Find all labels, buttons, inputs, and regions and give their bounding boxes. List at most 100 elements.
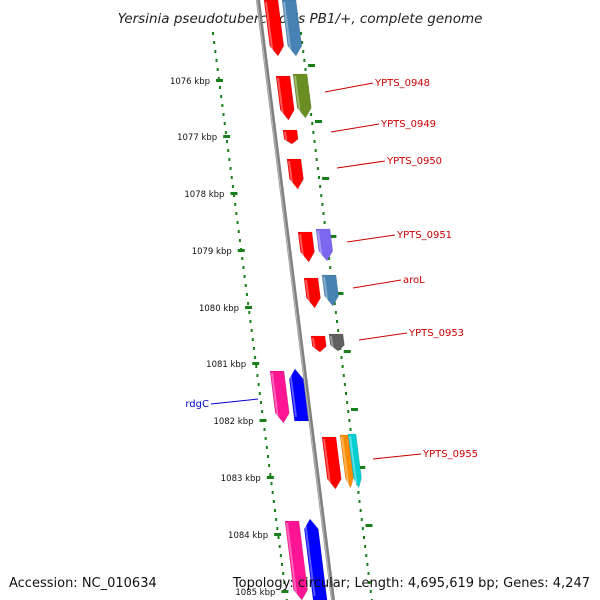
gene-label-ypts-0951[interactable]: YPTS_0951 (396, 230, 452, 241)
track-dot (261, 410, 264, 413)
track-tick (336, 292, 344, 295)
track-dot (276, 527, 279, 530)
track-dot (234, 203, 237, 206)
gene-highlight (323, 438, 331, 486)
track-dot (224, 131, 227, 134)
inner-dotted-track (300, 32, 373, 600)
track-dot (233, 194, 236, 197)
track-dot (275, 518, 278, 521)
topology-label: Topology: circular; Length: 4,695,619 bp… (232, 576, 590, 591)
track-dot (248, 311, 251, 314)
gene-arrow (297, 231, 315, 263)
track-dot (269, 473, 272, 476)
gene-label-ypts-0955[interactable]: YPTS_0955 (422, 449, 478, 460)
gene-arrow (339, 434, 354, 489)
track-dot (231, 185, 234, 188)
gene-leader-line (330, 123, 380, 133)
gene-label-rdgc[interactable]: rdgC (185, 399, 209, 410)
kbp-tick-label: 1083 kbp (221, 474, 261, 484)
track-dot (228, 158, 231, 161)
track-dot (238, 239, 241, 242)
track-dot (214, 50, 217, 53)
track-dot (223, 122, 226, 125)
track-dot (259, 401, 262, 404)
gene-highlight (299, 233, 305, 259)
gene-label-ypts-0950[interactable]: YPTS_0950 (386, 156, 442, 167)
kbp-tick-mark (281, 590, 289, 593)
track-dot (268, 464, 271, 467)
gene-label-ypts-0953[interactable]: YPTS_0953 (408, 328, 464, 339)
track-dot (334, 311, 337, 314)
gene-highlight (283, 1, 292, 53)
gene-leader-line (346, 234, 396, 243)
gene-highlight (271, 372, 279, 420)
track-dot (229, 167, 232, 170)
kbp-tick-label: 1081 kbp (206, 360, 246, 370)
track-dot (237, 230, 240, 233)
track-dot (281, 563, 284, 566)
track-dot (302, 50, 305, 53)
track-dot (358, 500, 361, 503)
track-dot (320, 194, 323, 197)
gene-leader-line (352, 279, 402, 289)
gene-highlight (317, 230, 323, 258)
track-dot (236, 221, 239, 224)
track-dot (222, 113, 225, 116)
track-tick (322, 177, 330, 180)
track-dot (258, 392, 261, 395)
genome-backbone (256, 0, 335, 600)
track-dot (257, 383, 260, 386)
kbp-tick-label: 1082 kbp (213, 417, 253, 427)
gene-highlight (349, 435, 358, 485)
kbp-tick-mark (237, 249, 245, 252)
track-tick (315, 120, 322, 123)
track-dot (323, 221, 326, 224)
gene-highlight (304, 520, 316, 597)
track-dot (359, 509, 362, 512)
track-dot (313, 140, 316, 143)
track-tick (351, 408, 358, 411)
gene-label-arol[interactable]: aroL (403, 275, 425, 286)
gene-features (263, 0, 362, 600)
gene-arrow (275, 75, 295, 121)
track-tick (343, 350, 351, 353)
gene-leader-line (358, 332, 408, 341)
track-tick (308, 64, 315, 67)
gene-highlight (284, 131, 288, 141)
gene-highlight (286, 522, 298, 597)
gene-label-ypts-0948[interactable]: YPTS_0948 (374, 78, 430, 89)
track-dot (336, 320, 338, 323)
kbp-tick-mark (274, 533, 282, 536)
track-dot (212, 32, 214, 35)
gene-highlight (289, 370, 297, 418)
gene-highlight (294, 75, 301, 115)
gene-arrow (310, 335, 327, 353)
track-dot (217, 77, 220, 80)
gene-highlight (277, 77, 284, 117)
track-dot (342, 374, 345, 377)
track-dot (282, 572, 285, 575)
gene-arrow (321, 274, 339, 307)
track-dot (247, 302, 250, 305)
kbp-axis: 1076 kbp 1077 kbp 1078 kbp 1079 kbp 1080 kbp… (170, 77, 289, 598)
kbp-tick-mark (223, 135, 231, 138)
track-dot (310, 113, 313, 116)
track-dot (301, 41, 304, 44)
track-dot (363, 536, 365, 539)
gene-label-ypts-0949[interactable]: YPTS_0949 (380, 119, 436, 130)
track-dot (278, 545, 281, 548)
gene-highlight (305, 279, 311, 305)
track-dot (316, 167, 319, 170)
track-dot (244, 284, 247, 287)
kbp-tick-mark (245, 306, 253, 309)
track-dot (314, 149, 317, 152)
track-dot (341, 365, 344, 368)
gene-leader-line (372, 453, 422, 460)
track-tick (365, 524, 373, 527)
map-title: Yersinia pseudotuberculosis PB1/+, compl… (118, 11, 483, 27)
track-dot (369, 590, 372, 593)
track-dot (361, 527, 364, 530)
track-dot (304, 68, 307, 71)
track-dot (322, 212, 325, 215)
track-dot (357, 491, 360, 494)
